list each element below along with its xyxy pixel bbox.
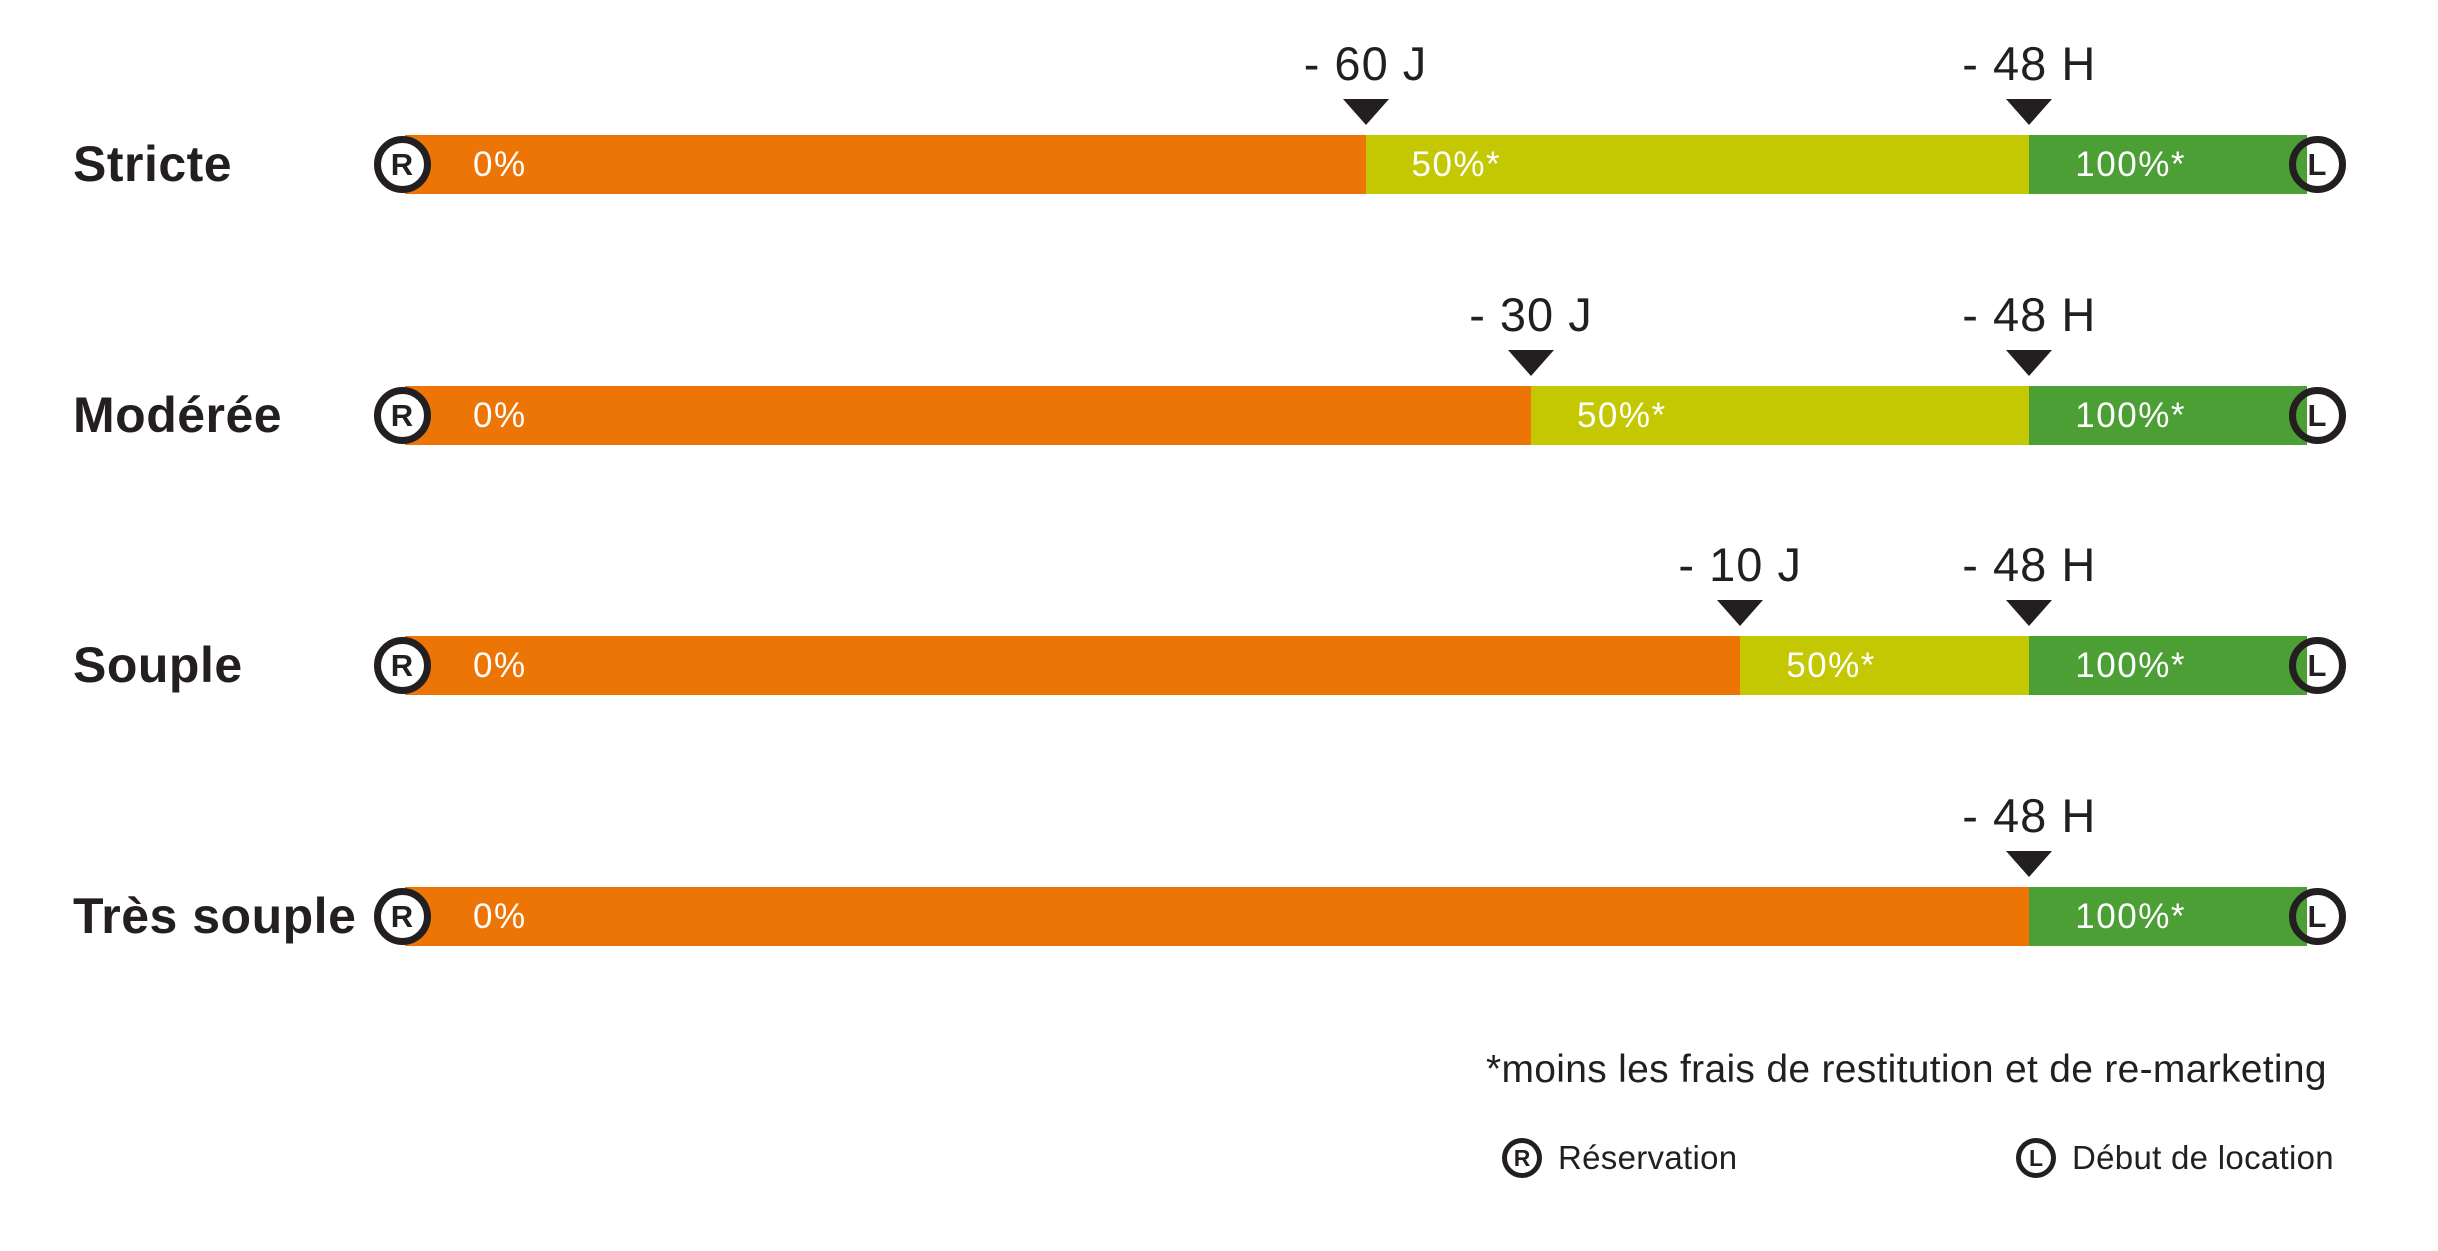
arrow-down-icon [1507,350,1554,376]
segment-value-label: 50%* [1576,395,1667,435]
bar-segment-yellow: 50%* [1740,636,2030,695]
time-marker: - 48 H [1879,539,2179,626]
time-marker-label: - 48 H [1962,789,2097,842]
policy-bar: 0% 50%* 100%* [405,636,2307,695]
arrow-down-icon [2006,99,2053,125]
time-marker: - 30 J [1381,289,1681,376]
reservation-icon: R [373,637,431,694]
reservation-icon: R [373,136,431,193]
location-icon: L [2288,136,2346,193]
arrow-down-icon [2006,350,2053,376]
footnote: *moins les frais de restitution et de re… [1486,1048,2327,1091]
segment-value-label: 0% [473,144,527,184]
location-icon: L [2288,888,2346,945]
time-marker-label: - 48 H [1962,37,2097,90]
bar-segment-orange: 0% [405,135,1366,194]
time-marker-label: - 10 J [1678,538,1802,591]
segment-value-label: 100%* [2075,645,2186,685]
arrow-down-icon [1342,99,1389,125]
legend-label-location: Début de location [2072,1139,2334,1176]
arrow-down-icon [2006,600,2053,626]
policy-bar: 0% 100%* [405,887,2307,946]
time-marker: - 10 J [1590,539,1890,626]
reservation-icon: R [373,387,431,444]
arrow-down-icon [1717,600,1764,626]
bar-segment-yellow: 50%* [1530,386,2030,445]
row-label: Modérée [73,387,283,443]
segment-value-label: 0% [473,395,527,435]
bar-segment-green: 100%* [2029,887,2307,946]
policy-bar: 0% 50%* 100%* [405,135,2307,194]
time-marker-label: - 48 H [1962,538,2097,591]
time-marker: - 48 H [1879,790,2179,877]
time-marker-label: - 48 H [1962,288,2097,341]
location-icon: L [2288,387,2346,444]
bar-segment-orange: 0% [405,386,1531,445]
bar-segment-orange: 0% [405,887,2030,946]
legend-label-reservation: Réservation [1558,1139,1738,1176]
row-label: Stricte [73,136,233,192]
segment-value-label: 100%* [2075,144,2186,184]
segment-value-label: 50%* [1786,645,1876,685]
bar-segment-green: 100%* [2029,135,2307,194]
time-marker: - 48 H [1879,38,2179,125]
segment-value-label: 0% [473,896,527,936]
time-marker-label: - 30 J [1469,288,1593,341]
bar-segment-green: 100%* [2029,386,2307,445]
segment-value-label: 0% [473,645,527,685]
segment-value-label: 100%* [2075,395,2186,435]
time-marker-label: - 60 J [1303,37,1428,90]
legend-item-reservation: R Réservation [1502,1138,1737,1178]
bar-segment-orange: 0% [405,636,1741,695]
reservation-icon: R [373,888,431,945]
legend-item-location: L Début de location [2016,1138,2334,1178]
bar-segment-green: 100%* [2029,636,2307,695]
segment-value-label: 100%* [2075,896,2186,936]
arrow-down-icon [2006,851,2053,877]
reservation-icon: R [1502,1138,1542,1178]
row-label: Souple [73,637,243,693]
time-marker: - 48 H [1879,289,2179,376]
segment-value-label: 50%* [1411,144,1502,184]
policy-bar: 0% 50%* 100%* [405,386,2307,445]
row-label: Très souple [73,888,357,944]
location-icon: L [2016,1138,2056,1178]
time-marker: - 60 J [1216,38,1516,125]
bar-segment-yellow: 50%* [1365,135,2030,194]
location-icon: L [2288,637,2346,694]
